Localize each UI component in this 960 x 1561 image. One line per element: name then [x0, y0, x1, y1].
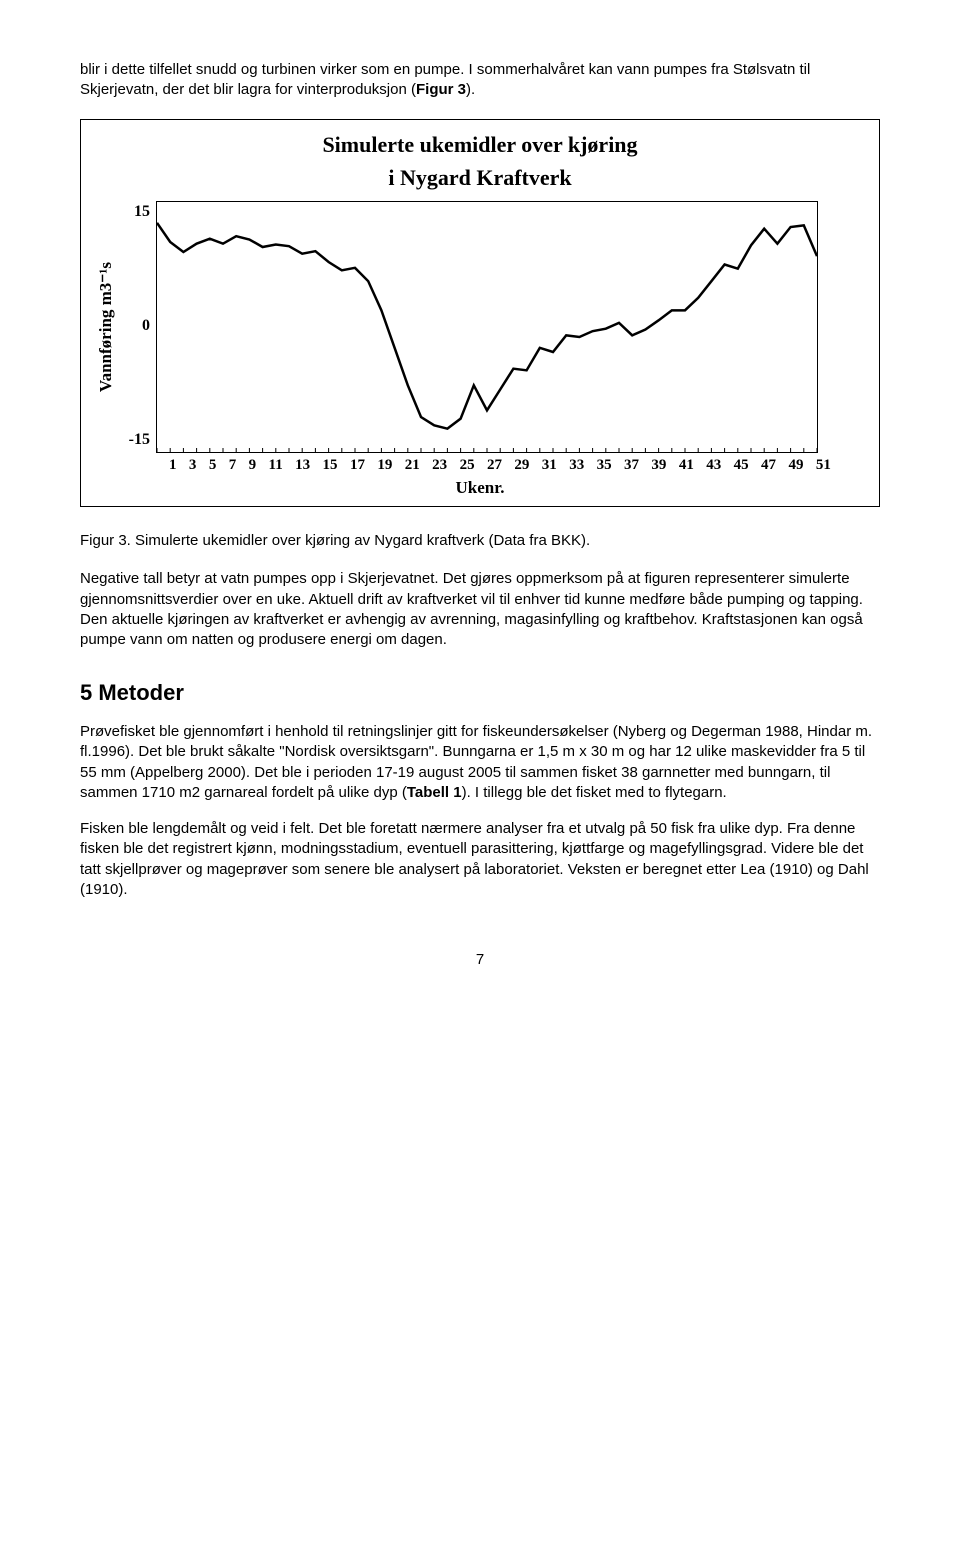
- xtick: 1: [169, 455, 177, 475]
- xtick: 35: [597, 455, 612, 475]
- xtick: 27: [487, 455, 502, 475]
- body-paragraph-2: Negative tall betyr at vatn pumpes opp i…: [80, 569, 880, 650]
- xtick: 41: [679, 455, 694, 475]
- xtick: 39: [651, 455, 666, 475]
- xtick: 33: [569, 455, 584, 475]
- xtick: 5: [209, 455, 217, 475]
- y-axis-ticks: 15 0 -15: [122, 201, 156, 451]
- figure-ref: Figur 3: [416, 81, 466, 98]
- xtick: 29: [514, 455, 529, 475]
- xtick: 25: [460, 455, 475, 475]
- chart-title-line1: Simulerte ukemidler over kjøring: [91, 130, 869, 160]
- xtick: 7: [229, 455, 237, 475]
- xtick: 45: [734, 455, 749, 475]
- ytick: 15: [122, 201, 150, 223]
- xtick: 23: [432, 455, 447, 475]
- chart-title-line2: i Nygard Kraftverk: [91, 163, 869, 193]
- ytick: 0: [122, 315, 150, 337]
- x-ticks-row: 1357911131517192123252729313335373941434…: [91, 455, 869, 475]
- para3-b: ). I tillegg ble det fisket med to flyte…: [462, 784, 727, 801]
- page-number: 7: [80, 950, 880, 970]
- body-paragraph-4: Fisken ble lengdemålt og veid i felt. De…: [80, 819, 880, 900]
- x-axis-label: Ukenr.: [91, 477, 869, 500]
- plot-area: Vannføring m3⁻¹s 15 0 -15: [91, 201, 869, 453]
- x-axis-ticks: 1357911131517192123252729313335373941434…: [169, 455, 831, 475]
- xtick: 3: [189, 455, 197, 475]
- figure-caption: Figur 3. Simulerte ukemidler over kjørin…: [80, 531, 880, 551]
- xtick: 21: [405, 455, 420, 475]
- xtick: 43: [706, 455, 721, 475]
- plot-box: [156, 201, 818, 453]
- xtick: 47: [761, 455, 776, 475]
- xtick: 9: [249, 455, 257, 475]
- xtick: 15: [323, 455, 338, 475]
- xtick: 11: [269, 455, 283, 475]
- xtick: 13: [295, 455, 310, 475]
- y-axis-label: Vannføring m3⁻¹s: [91, 262, 122, 392]
- xtick: 37: [624, 455, 639, 475]
- table-ref: Tabell 1: [407, 784, 462, 801]
- body-paragraph-3: Prøvefisket ble gjennomført i henhold ti…: [80, 722, 880, 803]
- xtick: 19: [377, 455, 392, 475]
- chart-container: Simulerte ukemidler over kjøring i Nygar…: [80, 119, 880, 508]
- intro-tail: ).: [466, 81, 475, 98]
- ytick: -15: [122, 429, 150, 451]
- section-heading: 5 Metoder: [80, 678, 880, 708]
- xtick: 49: [788, 455, 803, 475]
- chart-svg: [157, 202, 817, 452]
- xtick: 31: [542, 455, 557, 475]
- series-line: [157, 223, 817, 429]
- intro-paragraph: blir i dette tilfellet snudd og turbinen…: [80, 60, 880, 101]
- xtick: 17: [350, 455, 365, 475]
- xtick: 51: [816, 455, 831, 475]
